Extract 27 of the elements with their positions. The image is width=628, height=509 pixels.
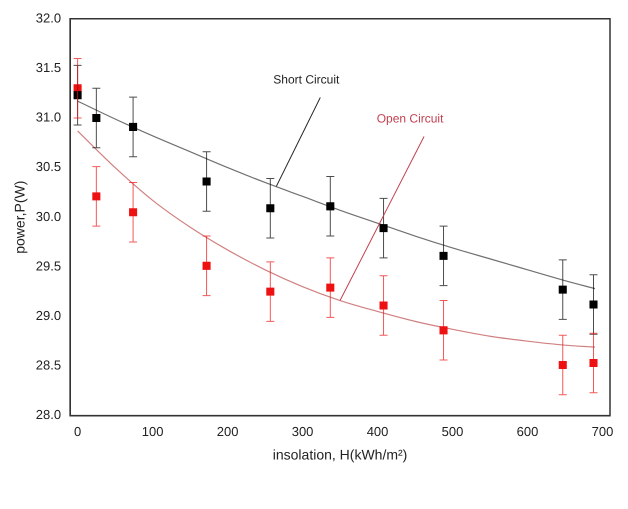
y-tick-label: 30.0 [36,208,62,224]
y-tick-label: 29.5 [36,258,62,274]
annotation: Open Circuit [376,112,444,126]
point [266,204,274,212]
y-tick-label: 32.0 [36,10,62,26]
x-tick-label: 500 [442,424,464,439]
x-tick-label: 700 [592,424,614,439]
y-tick-label: 29.0 [36,308,62,323]
y-tick-label: 31.5 [36,60,62,75]
y-tick-label: 28.5 [36,358,62,373]
x-tick-label: 200 [216,424,238,439]
line-series [77,100,596,290]
line-series [77,130,596,348]
x-tick-label: 400 [366,424,388,439]
point [129,208,138,216]
y-tick-label: 31.0 [36,110,62,125]
y-tick-label: 28.0 [36,407,62,422]
x-tick-label: 0 [74,424,82,439]
y-axis-title: power,P(W) [11,180,28,254]
point [558,360,567,370]
y-tick-label: 30.5 [36,159,62,174]
x-tick-label: 600 [516,424,538,439]
x-tick-label: 300 [292,424,314,439]
x-axis-title: insolation, H(kWh/m²) [272,446,408,462]
point [558,286,567,294]
x-tick-label: 100 [142,424,164,439]
annotation: Short Circuit [273,72,340,86]
